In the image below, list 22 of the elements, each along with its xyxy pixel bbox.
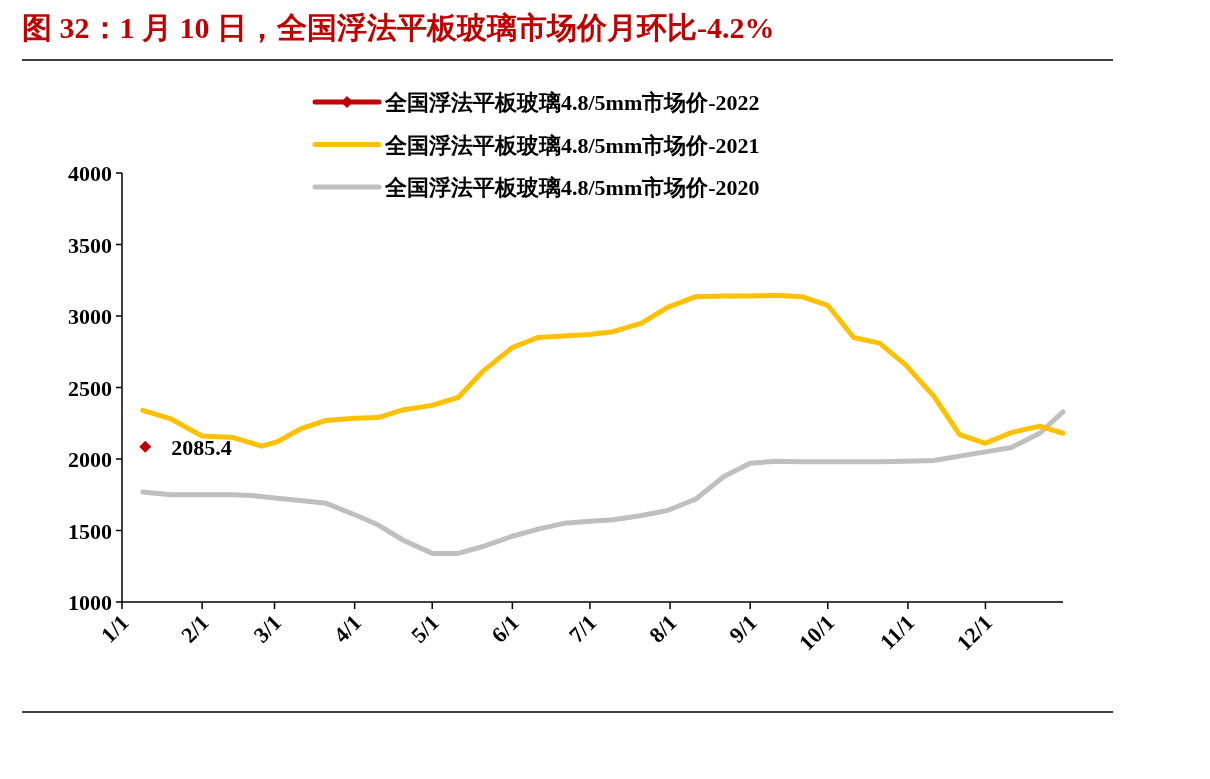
legend-label: 全国浮法平板玻璃4.8/5mm市场价-2022 <box>384 90 760 115</box>
chart-title: 图 32：1 月 10 日，全国浮法平板玻璃市场价月环比-4.2% <box>22 11 775 44</box>
y-tick-label: 1500 <box>68 518 112 544</box>
x-tick-label: 6/1 <box>486 609 524 648</box>
legend-label: 全国浮法平板玻璃4.8/5mm市场价-2021 <box>384 132 760 158</box>
x-tick-label: 2/1 <box>176 609 214 648</box>
y-tick-label: 2500 <box>68 375 112 401</box>
y-tick-label: 4000 <box>68 161 112 186</box>
data-label: 2085.4 <box>171 434 232 460</box>
y-tick-label: 2000 <box>68 447 112 472</box>
x-tick-label: 10/1 <box>793 609 840 656</box>
x-tick-label: 8/1 <box>644 609 682 648</box>
x-tick-label: 4/1 <box>328 609 367 648</box>
x-tick-label: 3/1 <box>248 609 287 648</box>
y-tick-label: 3500 <box>68 232 112 258</box>
x-tick-label: 9/1 <box>724 609 762 648</box>
x-tick-label: 7/1 <box>563 609 602 648</box>
x-tick-label: 11/1 <box>874 609 920 655</box>
legend-label: 全国浮法平板玻璃4.8/5mm市场价-2020 <box>384 175 760 200</box>
x-tick-label: 12/1 <box>951 609 997 656</box>
x-tick-label: 5/1 <box>406 609 444 648</box>
y-tick-label: 3000 <box>68 304 112 329</box>
